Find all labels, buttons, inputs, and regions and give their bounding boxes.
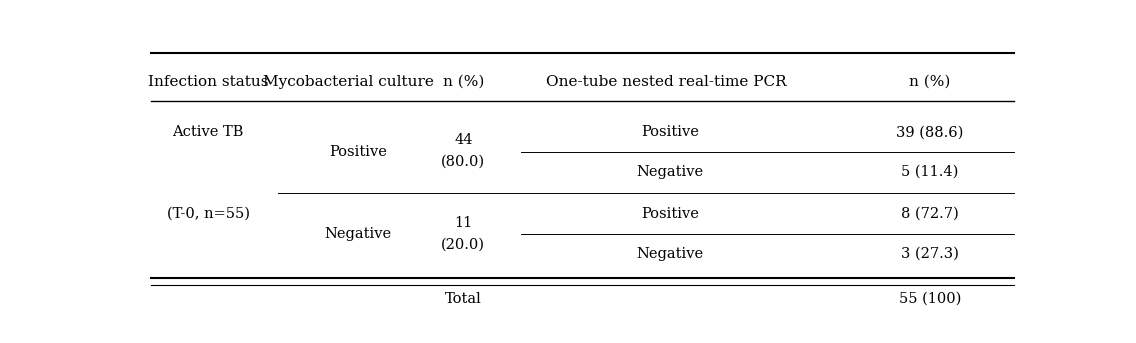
Text: 5 (11.4): 5 (11.4) [901,165,959,179]
Text: Positive: Positive [328,145,386,159]
Text: 39 (88.6): 39 (88.6) [896,125,963,139]
Text: Negative: Negative [636,165,704,179]
Text: Positive: Positive [642,207,699,221]
Text: Infection status: Infection status [148,75,268,89]
Text: 55 (100): 55 (100) [899,292,961,306]
Text: (80.0): (80.0) [441,154,485,168]
Text: One-tube nested real-time PCR: One-tube nested real-time PCR [545,75,786,89]
Text: 44: 44 [454,133,473,147]
Text: Mycobacterial culture: Mycobacterial culture [264,75,434,89]
Text: 11: 11 [454,216,473,230]
Text: (20.0): (20.0) [442,237,485,251]
Text: 8 (72.7): 8 (72.7) [901,207,959,221]
Text: n (%): n (%) [909,75,951,89]
Text: n (%): n (%) [443,75,484,89]
Text: (T-0, n=55): (T-0, n=55) [167,207,250,221]
Text: Negative: Negative [636,247,704,261]
Text: 3 (27.3): 3 (27.3) [901,247,959,261]
Text: Active TB: Active TB [173,125,244,139]
Text: Total: Total [445,292,482,306]
Text: Negative: Negative [324,227,391,241]
Text: Positive: Positive [642,125,699,139]
